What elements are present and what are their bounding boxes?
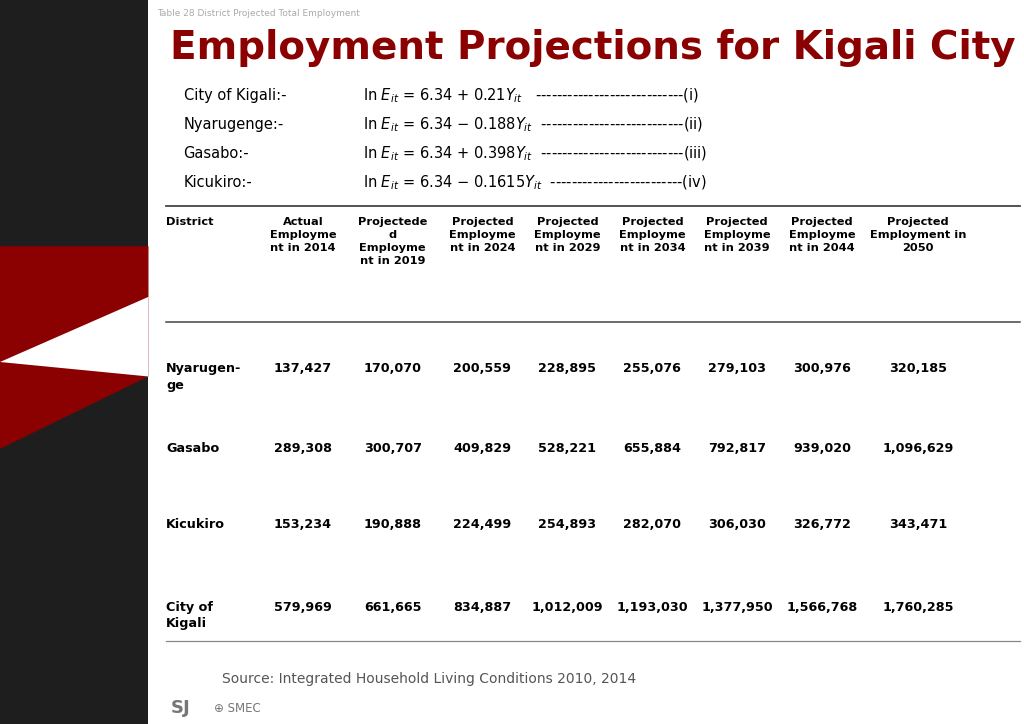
Text: 661,665: 661,665 [364,601,422,614]
Text: Projectede
d
Employme
nt in 2019: Projectede d Employme nt in 2019 [358,217,427,266]
Text: Projected
Employme
nt in 2029: Projected Employme nt in 2029 [535,217,601,253]
Text: City of
Kigali: City of Kigali [166,601,213,631]
Text: 228,895: 228,895 [539,362,596,375]
Text: 409,829: 409,829 [454,442,512,455]
Text: 153,234: 153,234 [274,518,332,531]
Text: Gasabo:-: Gasabo:- [183,146,249,161]
Text: 528,221: 528,221 [539,442,596,455]
Text: Projected
Employment in
2050: Projected Employment in 2050 [869,217,967,253]
Text: ln $E_{it}$ = 6.34 + 0.21$Y_{it}$   ----------------------------(i): ln $E_{it}$ = 6.34 + 0.21$Y_{it}$ ------… [362,86,699,105]
Text: 326,772: 326,772 [794,518,851,531]
Text: 137,427: 137,427 [274,362,332,375]
Text: Projected
Employme
nt in 2044: Projected Employme nt in 2044 [788,217,855,253]
Text: 1,377,950: 1,377,950 [701,601,773,614]
Text: District: District [166,217,213,227]
Text: Kicukiro: Kicukiro [166,518,225,531]
Text: 1,566,768: 1,566,768 [786,601,858,614]
Text: City of Kigali:-: City of Kigali:- [183,88,286,103]
Text: 1,760,285: 1,760,285 [883,601,953,614]
Text: Table 28 District Projected Total Employment: Table 28 District Projected Total Employ… [158,9,360,17]
Text: 300,707: 300,707 [364,442,422,455]
Text: 190,888: 190,888 [364,518,422,531]
Text: 939,020: 939,020 [794,442,851,455]
Text: Gasabo: Gasabo [166,442,219,455]
Text: Projected
Employme
nt in 2034: Projected Employme nt in 2034 [620,217,686,253]
Text: Source: Integrated Household Living Conditions 2010, 2014: Source: Integrated Household Living Cond… [221,672,636,686]
Text: 289,308: 289,308 [274,442,332,455]
Text: 255,076: 255,076 [624,362,681,375]
Text: 306,030: 306,030 [709,518,766,531]
Text: 224,499: 224,499 [454,518,512,531]
Text: Nyarugenge:-: Nyarugenge:- [183,117,284,132]
Text: ln $E_{it}$ = 6.34 $-$ 0.188$Y_{it}$  ---------------------------(ii): ln $E_{it}$ = 6.34 $-$ 0.188$Y_{it}$ ---… [362,115,703,134]
Text: 282,070: 282,070 [624,518,681,531]
Text: 1,096,629: 1,096,629 [883,442,953,455]
Text: Projected
Employme
nt in 2024: Projected Employme nt in 2024 [450,217,516,253]
Text: 254,893: 254,893 [539,518,596,531]
Text: 300,976: 300,976 [794,362,851,375]
Text: 579,969: 579,969 [274,601,332,614]
Text: ⊕ SMEC: ⊕ SMEC [214,702,261,715]
Text: Kicukiro:-: Kicukiro:- [183,175,252,190]
Text: ln $E_{it}$ = 6.34 + 0.398$Y_{it}$  ---------------------------(iii): ln $E_{it}$ = 6.34 + 0.398$Y_{it}$ -----… [362,144,708,163]
Text: Employment Projections for Kigali City: Employment Projections for Kigali City [170,29,1016,67]
Text: 279,103: 279,103 [709,362,766,375]
Text: 343,471: 343,471 [889,518,947,531]
Text: ln $E_{it}$ = 6.34 $-$ 0.1615$Y_{it}$  -------------------------(iv): ln $E_{it}$ = 6.34 $-$ 0.1615$Y_{it}$ --… [362,173,707,192]
Text: SJ: SJ [170,699,190,717]
Text: 834,887: 834,887 [454,601,512,614]
Text: 1,193,030: 1,193,030 [616,601,688,614]
Text: Nyarugen-
ge: Nyarugen- ge [166,362,242,392]
Text: 170,070: 170,070 [364,362,422,375]
Text: 200,559: 200,559 [454,362,512,375]
Text: 1,012,009: 1,012,009 [531,601,603,614]
Text: Actual
Employme
nt in 2014: Actual Employme nt in 2014 [269,217,336,253]
Text: 792,817: 792,817 [709,442,766,455]
Text: 655,884: 655,884 [624,442,681,455]
Text: Projected
Employme
nt in 2039: Projected Employme nt in 2039 [703,217,771,253]
Text: 320,185: 320,185 [889,362,947,375]
